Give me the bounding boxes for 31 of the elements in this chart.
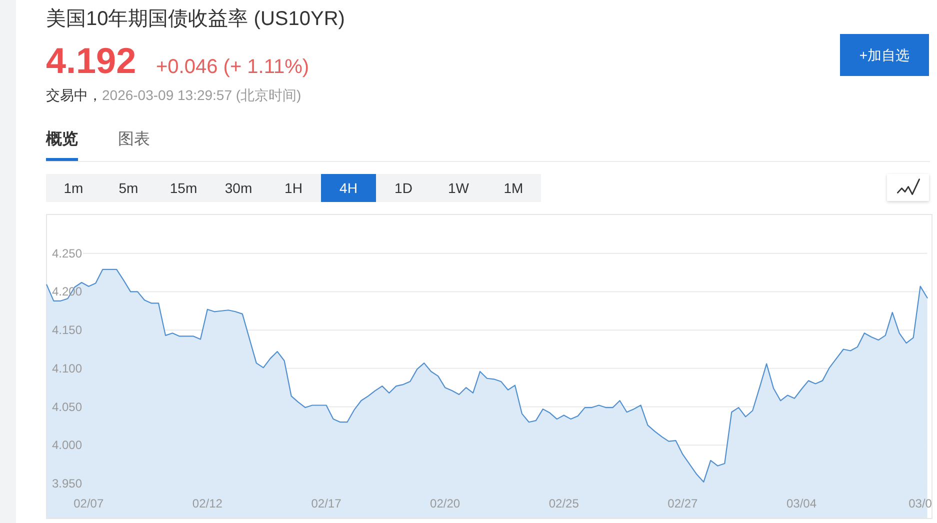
time-text: 2026-03-09 13:29:57 (北京时间): [102, 87, 302, 103]
x-tick-label: 02/20: [430, 496, 460, 510]
x-tick-label: 02/07: [74, 496, 104, 510]
subtitle: 4.192: [46, 43, 136, 79]
x-tick-label: 02/17: [311, 496, 342, 510]
price-change: +0.046 (+ 1.11%): [156, 57, 310, 77]
label: 15m: [170, 180, 198, 196]
y-tick-label: 4.050: [52, 400, 82, 414]
x-tick-label: 03/0: [908, 496, 932, 510]
label: 1D: [394, 180, 412, 196]
y-tick-label: 4.000: [52, 438, 82, 452]
title: 美国10年期国债收益率 (US10YR): [46, 8, 345, 30]
y-tick-label: 3.950: [52, 476, 82, 490]
label: 30m: [224, 180, 252, 196]
x-tick-label: 02/12: [192, 496, 223, 510]
label: 5m: [118, 180, 138, 196]
label: 1m: [64, 180, 84, 196]
tab-label: 概览: [46, 130, 78, 150]
x-tick-label: 02/27: [668, 496, 698, 510]
label: 1W: [448, 180, 469, 196]
x-tick-label: 02/25: [548, 496, 580, 510]
tab-label: 图表: [118, 130, 150, 150]
y-tick-label: 4.100: [52, 361, 82, 376]
label: 1M: [504, 180, 524, 196]
label: 1H: [284, 180, 302, 196]
y-tick-label: 4.250: [52, 246, 82, 260]
y-tick-label: 4.150: [52, 323, 82, 338]
label: 4H: [340, 180, 358, 196]
x-tick-label: 03/04: [786, 496, 817, 510]
label: +加自选: [859, 47, 910, 63]
status-text: 交易中，: [46, 87, 102, 103]
